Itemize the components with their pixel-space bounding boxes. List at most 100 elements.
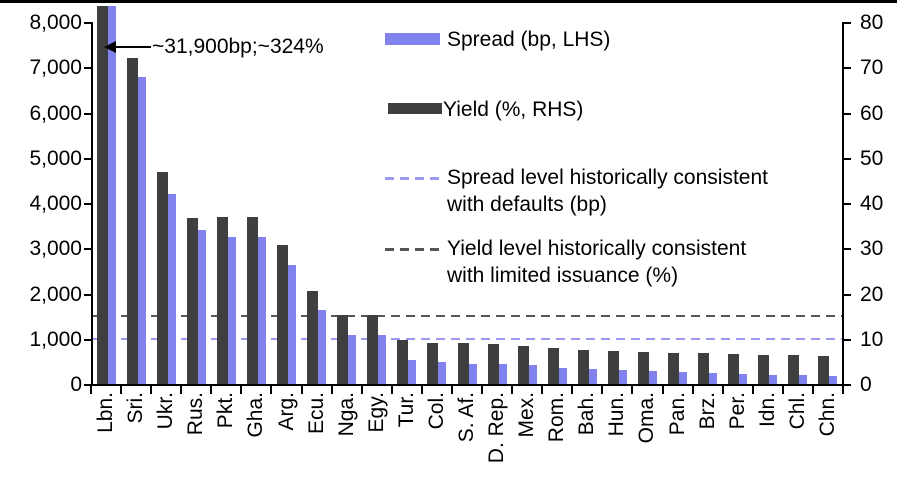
bar-spread-oma — [648, 371, 657, 384]
legend-label-spread-line-1: Spread level historically consistent — [447, 166, 768, 189]
x-axis-tick — [721, 386, 724, 394]
left-axis-tick-label: 5,000 — [29, 146, 82, 170]
bar-spread-col — [438, 362, 447, 384]
x-axis-tick — [300, 386, 303, 394]
bar-spread-brz — [709, 373, 718, 384]
x-axis-tick — [90, 386, 92, 394]
legend-label-yield-line: Yield level historically consistent with… — [447, 235, 746, 289]
left-axis-tick-label: 4,000 — [29, 192, 82, 215]
bar-spread-egy — [378, 334, 387, 384]
legend-label-yield-line-1: Yield level historically consistent — [447, 237, 747, 260]
bar-yield-mex — [517, 346, 529, 384]
bar-yield-drep — [487, 343, 499, 384]
bar-yield-col — [427, 342, 439, 384]
x-axis-tick — [511, 386, 514, 394]
x-axis-tick — [450, 386, 453, 394]
left-axis-tick-label: 0 — [70, 373, 82, 396]
left-axis-tick — [84, 248, 91, 251]
bar-yield-hun — [607, 350, 619, 384]
x-tick-label-ecu: Ecu. — [304, 392, 328, 435]
bar-spread-per — [739, 373, 748, 384]
bar-yield-rus — [186, 218, 198, 384]
x-axis-tick — [691, 386, 694, 394]
bar-yield-tur — [397, 340, 409, 384]
bar-yield-bah — [577, 349, 589, 384]
bar-yield-idn — [758, 355, 770, 384]
right-axis-tick — [844, 338, 851, 341]
bar-yield-ukr — [156, 172, 168, 384]
left-axis-tick-label: 2,000 — [29, 282, 82, 306]
left-axis-tick-label: 8,000 — [29, 11, 82, 34]
left-axis-tick-label: 3,000 — [29, 237, 82, 261]
yield-refline-swatch — [385, 248, 444, 251]
left-axis-tick — [84, 384, 91, 386]
left-axis-tick-label: 7,000 — [29, 56, 82, 80]
x-axis-tick — [330, 386, 333, 394]
spread-refline-swatch — [385, 177, 444, 180]
bar-spread-nga — [348, 334, 357, 384]
bar-spread-mex — [528, 365, 537, 384]
right-axis-tick — [844, 157, 851, 160]
right-axis-tick-label: 80 — [860, 11, 884, 34]
right-axis-tick-label: 0 — [860, 373, 872, 396]
right-axis-tick-label: 30 — [860, 237, 884, 261]
bar-spread-chl — [799, 374, 808, 384]
x-tick-label-idn: Idn. — [755, 392, 779, 428]
bar-yield-chl — [788, 355, 800, 384]
left-axis-tick — [84, 338, 91, 341]
x-tick-label-per: Per. — [725, 392, 749, 430]
plot-area: 8,000 7,000 6,000 5,000 4,000 3,000 2,000 1,000… — [0, 3, 897, 490]
x-axis-tick — [481, 386, 484, 394]
x-tick-label-gha: Gha. — [244, 392, 268, 438]
bar-yield-rom — [547, 348, 559, 384]
x-axis-tick — [781, 386, 784, 394]
x-tick-label-oma: Oma. — [635, 392, 659, 444]
bar-spread-pkt — [227, 237, 236, 384]
bar-yield-saf — [457, 343, 469, 384]
bar-spread-rus — [197, 229, 206, 384]
left-axis-tick — [84, 22, 91, 24]
x-axis-line — [91, 384, 843, 386]
x-tick-label-sri: Sri. — [124, 392, 148, 424]
bar-yield-pan — [668, 352, 680, 384]
bar-yield-pkt — [216, 217, 228, 384]
x-axis-tick — [360, 386, 363, 394]
bar-yield-brz — [698, 353, 710, 384]
x-axis-tick — [390, 386, 393, 394]
bar-spread-ecu — [318, 309, 327, 384]
x-axis-tick — [420, 386, 423, 394]
x-axis-tick — [842, 386, 844, 394]
legend-label-spread: Spread (bp, LHS) — [447, 28, 611, 51]
x-tick-label-col: Col. — [424, 392, 448, 430]
bar-spread-ukr — [167, 193, 176, 384]
yield-series-swatch — [388, 103, 442, 114]
x-axis-tick — [240, 386, 243, 394]
bar-spread-rom — [558, 367, 567, 384]
right-axis-tick — [844, 293, 851, 296]
right-axis-tick-label: 20 — [860, 282, 884, 306]
bar-yield-ecu — [307, 291, 319, 384]
spread-series-swatch — [385, 33, 440, 45]
left-axis-tick — [84, 157, 91, 160]
x-tick-label-rus: Rus. — [184, 392, 208, 436]
x-axis-tick — [180, 386, 183, 394]
legend-label-spread-line-2: with defaults (bp) — [447, 193, 607, 216]
left-axis-tick — [84, 203, 91, 205]
x-axis-tick — [541, 386, 544, 394]
bar-yield-oma — [637, 351, 649, 384]
x-tick-label-drep: D. Rep. — [485, 392, 509, 464]
bar-spread-hun — [618, 370, 627, 384]
x-axis-tick — [120, 386, 123, 394]
x-axis-tick — [631, 386, 634, 394]
right-axis-tick-label: 70 — [860, 56, 884, 80]
bar-yield-per — [728, 354, 740, 384]
left-axis-tick-label: 1,000 — [29, 327, 82, 351]
x-tick-label-saf: S. Af. — [455, 392, 478, 443]
annotation-label: ~31,900bp;~324% — [152, 35, 324, 58]
x-tick-label-pan: Pan. — [665, 392, 689, 436]
bar-yield-nga — [337, 314, 349, 384]
x-tick-label-bah: Bah. — [575, 392, 599, 436]
bar-yield-gha — [246, 217, 258, 384]
yield-reference-line — [91, 315, 843, 317]
